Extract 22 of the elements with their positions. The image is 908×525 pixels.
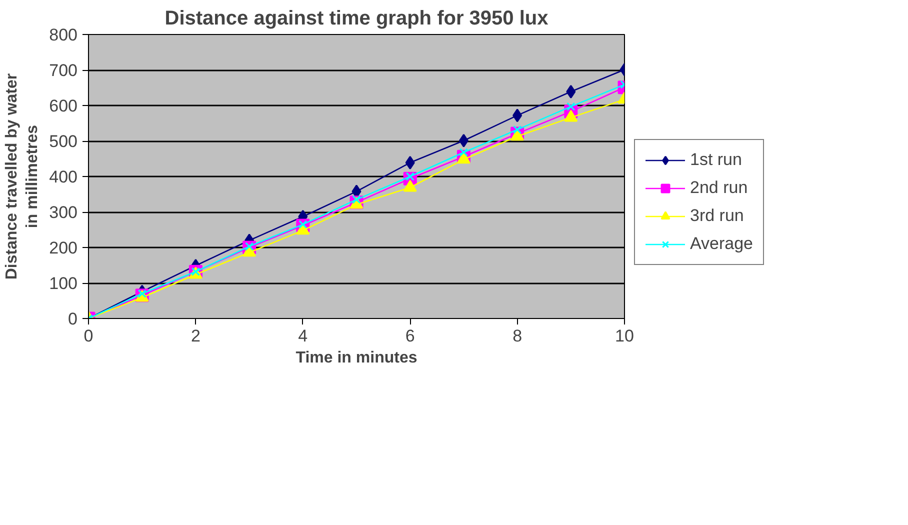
y-tick-label: 600: [49, 96, 78, 116]
legend-label: 1st run: [690, 150, 742, 170]
y-tick-label: 800: [49, 26, 78, 44]
y-tick-label: 300: [49, 203, 78, 222]
legend-label: Average: [690, 234, 754, 254]
y-tick-label: 200: [49, 238, 78, 258]
legend-label: 3rd run: [690, 206, 744, 226]
y-tick-label: 0: [68, 310, 78, 328]
chart-title: Distance against time graph for 3950 lux: [164, 8, 548, 30]
y-tick-label: 100: [49, 274, 78, 293]
x-tick-label: 6: [405, 326, 415, 346]
x-tick-label: 4: [298, 326, 308, 346]
x-axis-title: Time in minutes: [296, 350, 418, 366]
x-tick-label: 0: [84, 326, 94, 346]
y-tick-label: 400: [49, 168, 78, 186]
x-tick-label: 10: [615, 326, 634, 346]
y-axis-title: Distance travelled by water in millimetres: [4, 73, 42, 280]
y-tick-label: 500: [49, 132, 78, 151]
x-tick-label: 8: [512, 326, 522, 346]
y-tick-label: 700: [49, 61, 78, 80]
x-tick-label: 2: [190, 326, 200, 346]
legend-label: 2nd run: [690, 178, 748, 198]
